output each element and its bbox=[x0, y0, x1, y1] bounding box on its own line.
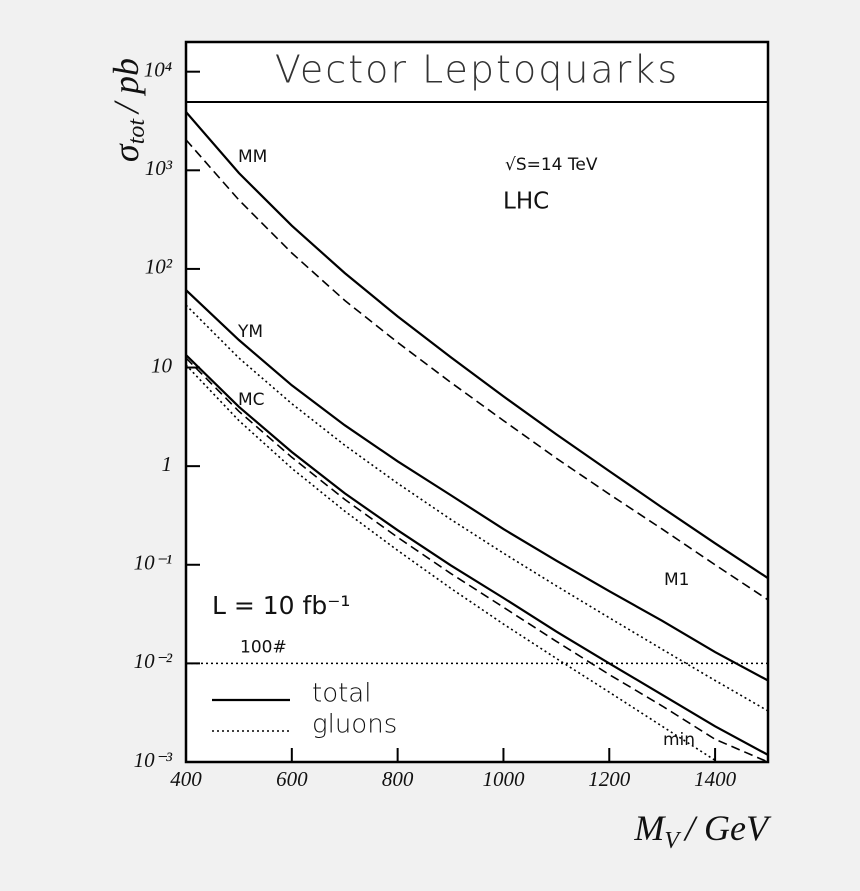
annotation: LHC bbox=[503, 189, 549, 215]
y-tick-label: 10⁻¹ bbox=[134, 551, 172, 575]
y-tick-label: 10 bbox=[151, 353, 173, 377]
y-axis-symbol: σ bbox=[106, 143, 146, 162]
chart-title: Vector Leptoquarks bbox=[275, 48, 679, 92]
y-tick-label: 1 bbox=[162, 452, 173, 476]
reference-label: 100# bbox=[240, 637, 287, 657]
y-axis-unit: / pb bbox=[106, 58, 146, 115]
annotation: √S=14 TeV bbox=[505, 155, 598, 175]
y-tick-label: 10⁻³ bbox=[134, 748, 173, 772]
annotation: M1 bbox=[664, 570, 689, 590]
y-axis-subscript: tot bbox=[124, 118, 150, 145]
curve bbox=[186, 111, 768, 580]
curves bbox=[186, 111, 768, 762]
y-tick-label: 10² bbox=[145, 255, 173, 279]
y-axis-title: σtot / pb bbox=[106, 58, 149, 162]
curve bbox=[186, 354, 768, 756]
x-axis-symbol: M bbox=[633, 808, 666, 848]
annotation: MC bbox=[238, 390, 265, 410]
y-tick-label: 10⁴ bbox=[144, 57, 172, 81]
y-tick-label: 10⁻² bbox=[134, 649, 173, 673]
y-tick-label: 10³ bbox=[145, 156, 173, 180]
legend-label: gluons bbox=[312, 710, 397, 740]
plot-frame bbox=[184, 40, 770, 764]
curve bbox=[186, 139, 768, 601]
annotation: YM bbox=[237, 322, 263, 342]
x-axis-title: MV / GeV bbox=[633, 808, 772, 853]
x-tick-label: 800 bbox=[382, 767, 414, 791]
x-tick-label: 1200 bbox=[588, 767, 631, 791]
x-tick-label: 600 bbox=[276, 767, 308, 791]
x-tick-label: 1000 bbox=[482, 767, 525, 791]
x-tick-label: 1400 bbox=[694, 767, 737, 791]
annotation: L = 10 fb⁻¹ bbox=[212, 591, 350, 620]
x-axis-subscript: V bbox=[664, 828, 681, 854]
curve bbox=[186, 289, 768, 682]
curve bbox=[186, 364, 716, 761]
x-axis-unit: / GeV bbox=[683, 808, 772, 848]
legend-label: total bbox=[312, 679, 371, 709]
annotation: min bbox=[663, 730, 695, 750]
annotation: MM bbox=[238, 147, 267, 167]
curve bbox=[186, 357, 768, 762]
x-tick-label: 400 bbox=[170, 767, 202, 791]
